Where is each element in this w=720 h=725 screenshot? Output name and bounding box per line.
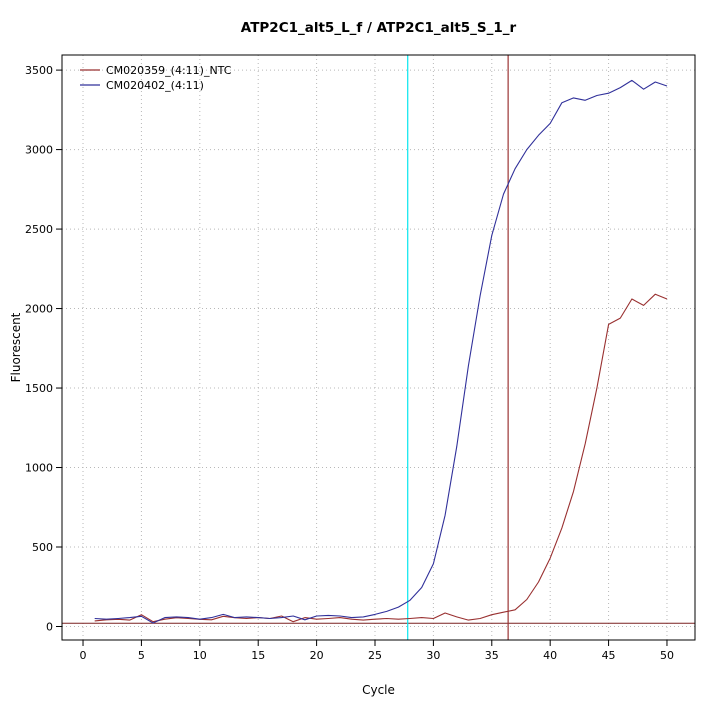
x-tick-label: 50 bbox=[660, 649, 674, 662]
legend-label-1: CM020402_(4:11) bbox=[106, 79, 204, 92]
series-line-0 bbox=[94, 293, 668, 623]
x-tick-label: 45 bbox=[602, 649, 616, 662]
series-line-1 bbox=[94, 79, 668, 624]
y-axis-label: Fluorescent bbox=[9, 312, 23, 382]
x-tick-label: 20 bbox=[310, 649, 324, 662]
x-axis-label: Cycle bbox=[362, 683, 395, 697]
chart-title: ATP2C1_alt5_L_f / ATP2C1_alt5_S_1_r bbox=[241, 20, 517, 36]
y-tick-label: 1000 bbox=[25, 462, 53, 475]
x-tick-label: 35 bbox=[485, 649, 499, 662]
legend-label-0: CM020359_(4:11)_NTC bbox=[106, 64, 232, 77]
y-tick-label: 500 bbox=[32, 541, 53, 554]
x-tick-label: 10 bbox=[193, 649, 207, 662]
y-tick-label: 1500 bbox=[25, 382, 53, 395]
y-tick-label: 0 bbox=[46, 620, 53, 633]
plot-border bbox=[61, 54, 696, 641]
y-tick-label: 3500 bbox=[25, 64, 53, 77]
y-tick-label: 3000 bbox=[25, 144, 53, 157]
x-tick-label: 25 bbox=[368, 649, 382, 662]
x-tick-label: 40 bbox=[543, 649, 557, 662]
x-tick-label: 15 bbox=[251, 649, 265, 662]
x-tick-label: 30 bbox=[426, 649, 440, 662]
y-tick-label: 2500 bbox=[25, 223, 53, 236]
x-tick-label: 0 bbox=[80, 649, 87, 662]
y-tick-label: 2000 bbox=[25, 303, 53, 316]
x-tick-label: 5 bbox=[138, 649, 145, 662]
